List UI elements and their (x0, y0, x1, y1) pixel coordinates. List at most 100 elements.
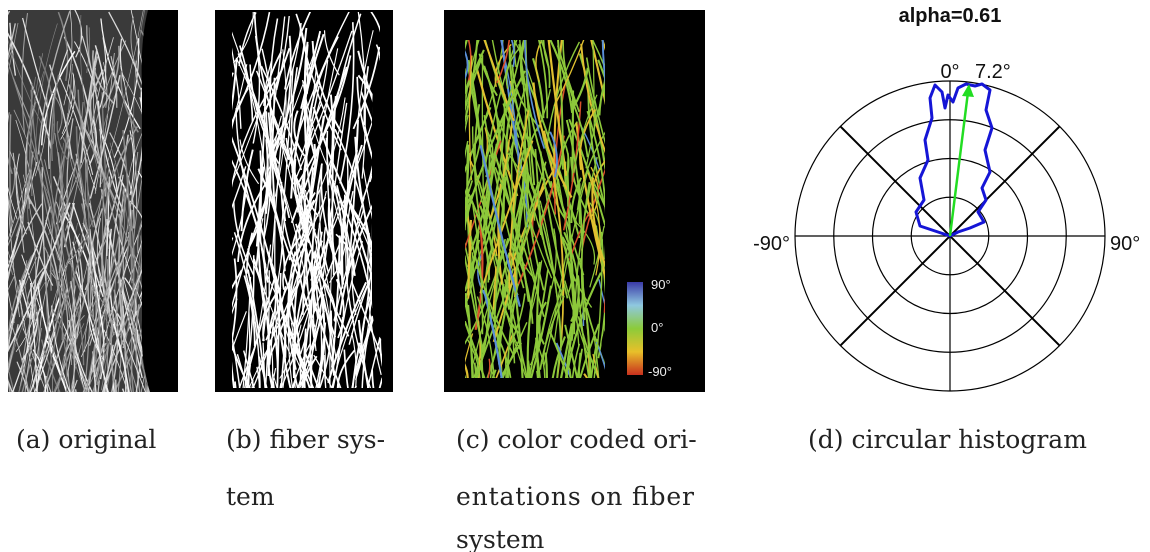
fiber (474, 40, 515, 122)
specimen-edge (141, 10, 178, 392)
fiber (535, 40, 546, 82)
fiber (58, 75, 94, 176)
fiber (120, 294, 132, 392)
fiber (255, 244, 272, 345)
fiber (8, 38, 53, 146)
fiber (325, 137, 347, 241)
fiber (586, 110, 605, 260)
fiber (72, 381, 75, 392)
fiber (356, 76, 366, 134)
fiber (601, 40, 605, 84)
fiber (24, 260, 37, 323)
fiber (465, 49, 485, 175)
fiber (102, 287, 151, 392)
fiber (288, 147, 309, 234)
fiber (263, 116, 272, 239)
fiber (501, 283, 520, 335)
fiber (8, 156, 13, 175)
fiber (8, 377, 11, 392)
fiber (592, 353, 604, 378)
fiber (8, 186, 18, 220)
fiber (243, 275, 256, 347)
fiber (55, 63, 74, 239)
fiber (516, 135, 565, 287)
fiber (336, 349, 356, 388)
fiber (534, 337, 544, 378)
fiber (54, 132, 63, 308)
fiber (287, 307, 302, 388)
fiber (556, 40, 564, 170)
fiber (81, 35, 102, 188)
fiber (517, 181, 553, 279)
fiber (272, 326, 279, 388)
fiber (249, 64, 280, 164)
fiber (106, 259, 109, 376)
fiber (70, 333, 90, 392)
fiber (22, 327, 47, 392)
fiber (209, 389, 225, 491)
fiber (265, 386, 273, 388)
caption: (a) original (16, 425, 156, 454)
fiber (153, 389, 155, 392)
fiber (75, 189, 104, 308)
fiber (0, 59, 7, 108)
fiber (112, 306, 146, 392)
fiber (235, 380, 254, 388)
fiber (496, 40, 515, 67)
fiber (346, 284, 379, 388)
fiber (232, 70, 282, 190)
fiber (465, 42, 469, 87)
fiber (58, 313, 88, 392)
fiber (485, 250, 498, 327)
fiber (309, 317, 344, 388)
fiber (86, 25, 98, 92)
fiber (257, 250, 272, 334)
fiber (45, 375, 49, 392)
fiber (279, 241, 325, 388)
fiber (26, 266, 45, 318)
fiber (232, 171, 249, 294)
fiber (176, 85, 178, 91)
fiber (49, 89, 63, 133)
fiber (120, 65, 138, 208)
fiber (577, 316, 605, 378)
fiber (176, 12, 178, 89)
fiber (15, 153, 27, 235)
fiber (323, 30, 340, 76)
fiber (0, 329, 2, 465)
fiber (262, 287, 282, 342)
fiber (0, 178, 5, 251)
angle-label: 90° (1110, 233, 1140, 255)
fiber (110, 309, 138, 392)
fiber (294, 324, 302, 388)
fiber (0, 380, 1, 470)
fiber (47, 49, 69, 169)
fiber (57, 11, 69, 82)
fiber (65, 394, 114, 529)
fiber (526, 265, 540, 378)
fiber (75, 269, 109, 392)
fiber (269, 340, 274, 388)
fiber (232, 300, 270, 388)
fiber (46, 340, 68, 392)
fiber (303, 41, 318, 163)
fiber (68, 167, 110, 265)
fiber (465, 239, 481, 292)
fiber (65, 381, 70, 392)
fiber (51, 305, 71, 392)
fiber (348, 405, 391, 510)
fiber (570, 343, 581, 378)
fiber (477, 322, 528, 378)
fiber (355, 247, 373, 380)
fiber (117, 394, 172, 532)
fiber (592, 40, 595, 134)
fiber (104, 126, 139, 214)
fiber (349, 342, 361, 388)
fiber (74, 10, 83, 58)
fiber (124, 327, 137, 378)
fiber (260, 65, 303, 171)
fiber (280, 342, 311, 388)
fiber (63, 36, 92, 121)
fiber (253, 12, 290, 161)
